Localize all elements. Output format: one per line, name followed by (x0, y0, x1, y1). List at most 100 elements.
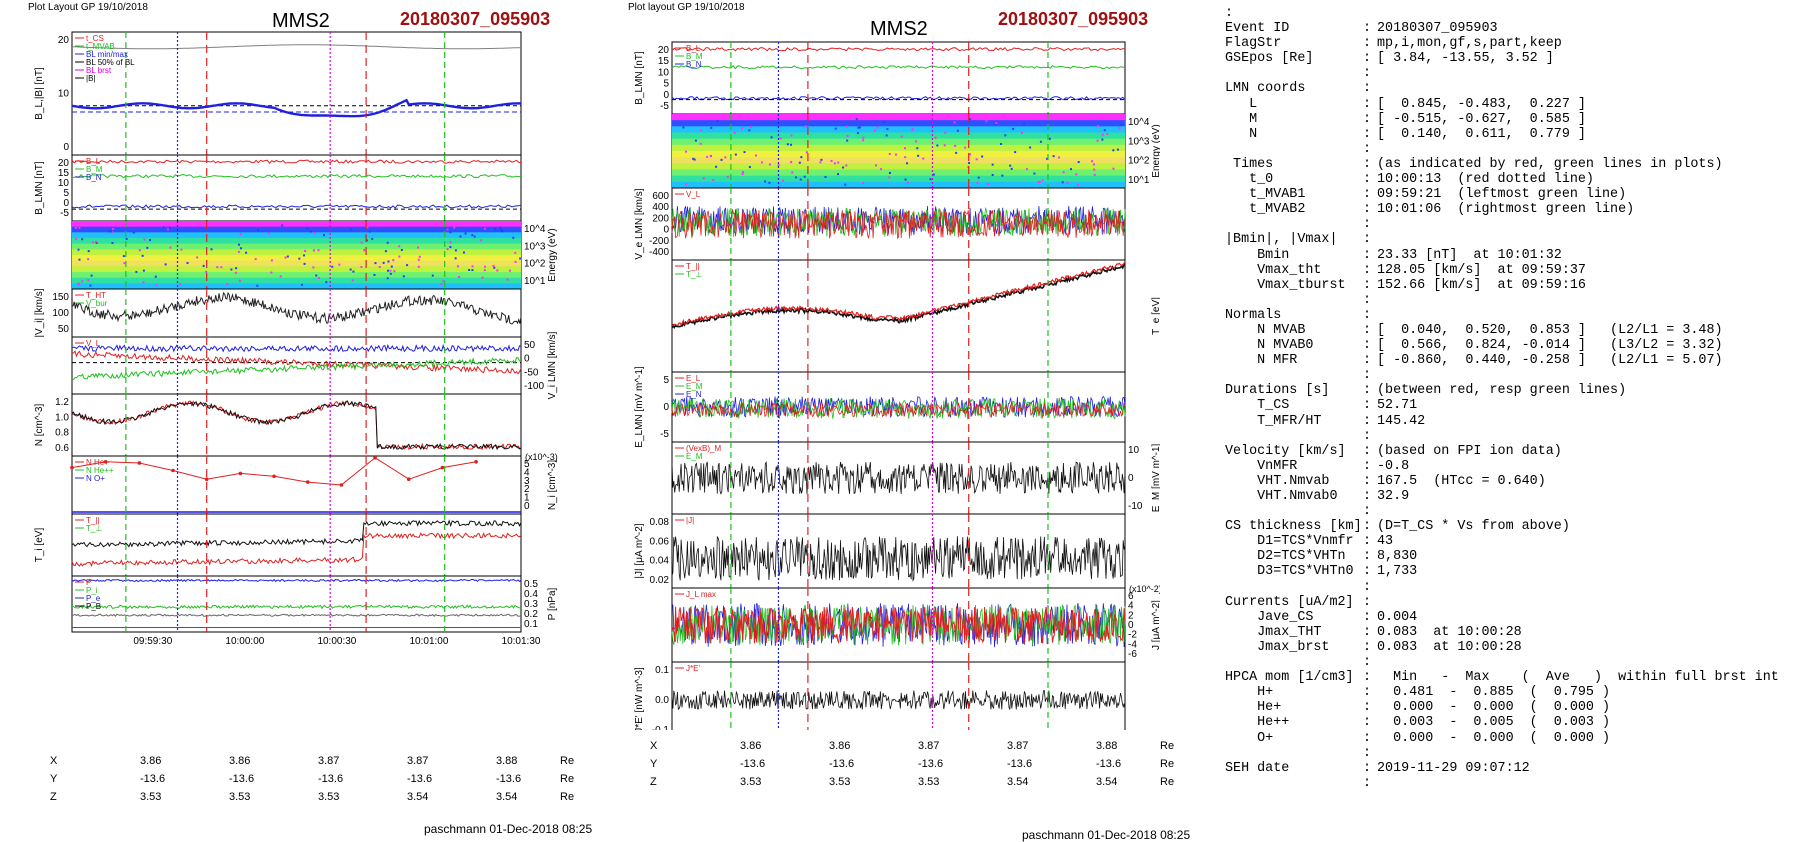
spectrogram-pixel (77, 248, 80, 251)
spectrogram-pixel (90, 274, 93, 277)
spectrogram-pixel (464, 232, 467, 235)
spectrogram-pixel (1106, 133, 1109, 136)
summary-label: VHT.Nmvab0 (1225, 489, 1338, 504)
y-tick-label: 600 (652, 191, 669, 202)
spectrogram-pixel (1009, 164, 1012, 167)
series-line (671, 460, 1126, 495)
spectrogram-pixel (386, 277, 389, 280)
spectrogram-pixel (916, 147, 919, 150)
spectrogram-pixel (286, 255, 289, 258)
summary-separator: : (1363, 96, 1372, 112)
spectrogram-pixel (1010, 167, 1013, 170)
left-spacecraft-title: MMS2 (272, 10, 330, 32)
legend-entry: J_L max (686, 590, 716, 599)
spectrogram-pixel (239, 279, 242, 282)
y-tick-label: 2 (1128, 610, 1134, 621)
spectrogram-pixel (790, 134, 793, 137)
legend-entry: P_e (86, 594, 101, 603)
spectrogram-pixel (95, 240, 98, 243)
spectrogram-pixel (387, 260, 390, 263)
spectrogram-pixel (257, 229, 260, 232)
spectrogram-pixel (519, 257, 522, 260)
y-axis-label: N [cm^-3] (34, 404, 45, 447)
spectrogram-pixel (142, 281, 145, 284)
legend-entry: N O+ (86, 474, 105, 483)
y-tick-label: 5 (524, 459, 530, 470)
spectrogram-pixel (985, 120, 988, 123)
spectrogram-pixel (917, 154, 920, 157)
panel-frame (671, 661, 1126, 730)
spectrogram-pixel (975, 158, 978, 161)
middle-pos-value: 3.87 (1007, 740, 1029, 752)
spectrogram-pixel (237, 243, 240, 246)
spectrogram-band (72, 238, 521, 245)
summary-separator: : (1363, 247, 1372, 263)
summary-row: Jmax_brst:0.083 at 10:00:28 (1225, 640, 1795, 655)
series-line (71, 159, 522, 164)
spectrogram-pixel (449, 241, 452, 244)
spectrogram-pixel (791, 171, 794, 174)
y-tick-label: -5 (660, 101, 669, 112)
y-tick-label: 10^2 (1128, 156, 1150, 167)
summary-label: VHT.Nmvab (1225, 473, 1330, 489)
middle-pos-row-label: Z (650, 776, 657, 788)
y-tick-label: 0.8 (55, 428, 69, 439)
left-pos-value: 3.54 (407, 791, 429, 803)
summary-row: Times: (as indicated by red, green lines … (1225, 157, 1795, 172)
spectrogram-pixel (906, 162, 909, 165)
middle-pos-row-label: Y (650, 758, 658, 770)
spectrogram-pixel (186, 261, 189, 264)
summary-label: SEH date (1225, 760, 1290, 776)
spectrogram-pixel (112, 227, 115, 230)
spectrogram-pixel (1033, 172, 1036, 175)
spectrogram-pixel (304, 249, 307, 252)
spectrogram-pixel (770, 136, 773, 139)
legend-entry: B_N (686, 60, 702, 69)
summary-row: H+: 0.481 - 0.885 ( 0.795 ) (1225, 685, 1795, 700)
legend-entry: T_⊥ (686, 270, 702, 279)
spectrogram-pixel (108, 230, 111, 233)
spectrogram-pixel (378, 265, 381, 268)
spectrogram-pixel (760, 161, 763, 164)
summary-row: Jave_CS:0.004 (1225, 610, 1795, 625)
spectrogram-pixel (471, 234, 474, 237)
spectrogram-pixel (81, 280, 84, 283)
middle-pos-value: 3.53 (829, 776, 851, 788)
summary-row: CS thickness [km]: (D=T_CS * Vs from abov… (1225, 519, 1795, 534)
spectrogram-pixel (845, 164, 848, 167)
spectrogram-pixel (449, 231, 452, 234)
spectrogram-pixel (373, 273, 376, 276)
summary-value: 0.000 - 0.000 ( 0.000 ) (1377, 700, 1611, 716)
spectrogram-band (672, 169, 1125, 177)
summary-separator: : (1363, 564, 1372, 580)
spectrogram-pixel (833, 162, 836, 165)
spectrogram-pixel (239, 247, 242, 250)
spectrogram-pixel (431, 274, 434, 277)
summary-row: Normals: (1225, 308, 1795, 323)
summary-separator: : (1363, 21, 1372, 37)
summary-value: (as indicated by red, green lines in plo… (1377, 156, 1723, 172)
summary-value: 128.05 [km/s] at 09:59:37 (1377, 262, 1586, 278)
spectrogram-pixel (750, 126, 753, 129)
y-tick-label: -100 (524, 381, 544, 392)
spectrogram-pixel (154, 275, 157, 278)
spectrogram-pixel (715, 165, 718, 168)
series-line (671, 263, 1126, 330)
y-axis-label: J*E' [nW m^-3] (634, 667, 645, 730)
spectrogram-pixel (873, 129, 876, 132)
summary-label: t_MVAB2 (1225, 202, 1306, 218)
y-tick-label: 0 (1128, 473, 1134, 484)
series-line (71, 578, 522, 583)
panel-frame (671, 441, 1126, 515)
spectrogram-pixel (492, 264, 495, 267)
left-pos-value: 3.86 (229, 755, 251, 767)
summary-row: L: [ 0.845, -0.483, 0.227 ] (1225, 97, 1795, 112)
legend-entry: t_MVAB (86, 42, 115, 51)
left-pos-value: 3.53 (229, 791, 251, 803)
spectrogram-pixel (317, 277, 320, 280)
spectrogram-pixel (281, 224, 284, 227)
spectrogram-pixel (374, 262, 377, 265)
legend-entry: T_|| (686, 262, 700, 271)
